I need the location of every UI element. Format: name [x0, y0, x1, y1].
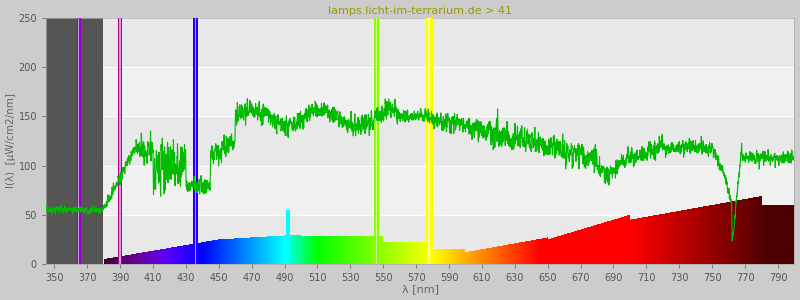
Bar: [46, 116, 794, 166]
Bar: [46, 18, 794, 67]
X-axis label: λ [nm]: λ [nm]: [402, 284, 438, 294]
Title: lamps.licht-im-terrarium.de > 41: lamps.licht-im-terrarium.de > 41: [328, 6, 512, 16]
Bar: [46, 215, 794, 264]
Y-axis label: I(λ)  [µW/cm2/nm]: I(λ) [µW/cm2/nm]: [6, 93, 15, 188]
Bar: [46, 67, 794, 116]
Bar: [46, 166, 794, 215]
